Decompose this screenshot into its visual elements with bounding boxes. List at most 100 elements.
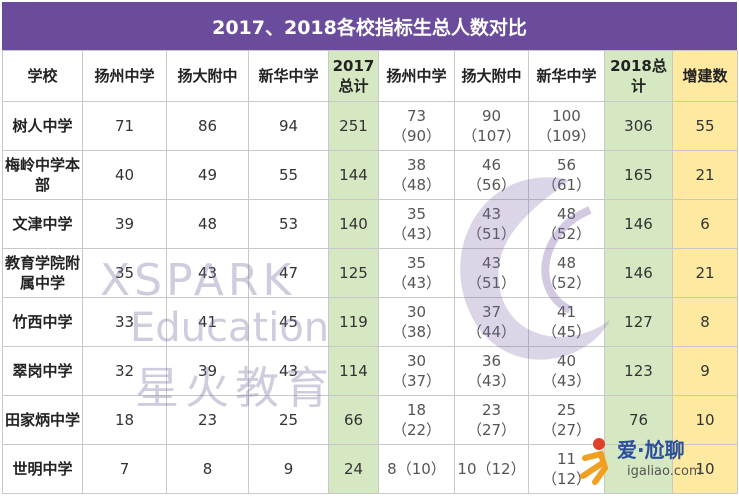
quota-2017-cell: 35 <box>82 248 167 298</box>
total-2017-cell: 66 <box>328 395 379 445</box>
quota-2018-prev: （48） <box>391 176 442 194</box>
school-cell: 树人中学 <box>2 101 83 151</box>
watermark-chinese: 星火教育 <box>135 363 335 414</box>
table-row: 梅岭中学本部 40 49 55 144 38 （48） 46 （56） 56 （61） 165 21 <box>2 150 738 200</box>
header-row: 学校 扬州中学 扬大附中 新华中学 2017总计 扬州中学 扬大附中 新华中学 … <box>2 50 738 102</box>
quota-2017-cell: 53 <box>248 199 329 249</box>
quota-2018-cell: 43 （51） <box>454 199 529 249</box>
quota-2018-cell: 43 （51） <box>454 248 529 298</box>
header-yz-2017: 扬州中学 <box>82 50 167 102</box>
quota-2018-cell: 35 （43） <box>378 199 455 249</box>
quota-2018-prev: （38） <box>391 323 442 341</box>
school-cell: 竹西中学 <box>2 297 83 347</box>
quota-2018-cell: 41 （45） <box>528 297 605 347</box>
table-row: 树人中学 71 86 94 251 73 （90） 90 （107） 100 （109） 306 55 <box>2 101 738 151</box>
quota-2018-cell: 25 （27） <box>528 395 605 445</box>
quota-2018-cell: 35 （43） <box>378 248 455 298</box>
quota-2018-prev: （90） <box>391 127 442 145</box>
header-total-2018: 2018总计 <box>604 50 673 102</box>
quota-2018-value: 48 <box>556 205 577 223</box>
quota-2018-cell: 30 （38） <box>378 297 455 347</box>
quota-2017-cell: 86 <box>166 101 249 151</box>
quota-2018-value: 56 <box>556 156 577 174</box>
header-school: 学校 <box>2 50 83 102</box>
total-2018-cell: 306 <box>604 101 673 151</box>
brand-badge: 爱·尬聊 igaliao.com <box>575 432 735 494</box>
header-yz-2018: 扬州中学 <box>378 50 455 102</box>
table-row: 文津中学 39 48 53 140 35 （43） 43 （51） 48 （52） 146 6 <box>2 199 738 249</box>
quota-2018-prev: （12） <box>541 470 592 488</box>
quota-2018-cell: 37 （44） <box>454 297 529 347</box>
quota-2018-value: 40 <box>556 352 577 370</box>
total-2018-cell: 165 <box>604 150 673 200</box>
total-2018-cell: 123 <box>604 346 673 396</box>
total-2017-cell: 251 <box>328 101 379 151</box>
table-row: 翠岗中学 32 39 43 114 30 （37） 36 （43） 40 （43） 123 9 <box>2 346 738 396</box>
quota-2018-cell: 56 （61） <box>528 150 605 200</box>
quota-2018-prev: （45） <box>541 323 592 341</box>
quota-2018-value: 38 <box>406 156 427 174</box>
quota-2018-cell: 100 （109） <box>528 101 605 151</box>
quota-2017-cell: 23 <box>166 395 249 445</box>
brand-url: igaliao.com <box>627 464 702 479</box>
total-2017-cell: 125 <box>328 248 379 298</box>
watermark-education: Education <box>130 305 330 351</box>
quota-2018-value: 43 <box>481 205 502 223</box>
table-row: 田家炳中学 18 23 25 66 18 （22） 23 （27） 25 （27） 76 10 <box>2 395 738 445</box>
quota-2018-cell: 23 （27） <box>454 395 529 445</box>
school-cell: 田家炳中学 <box>2 395 83 445</box>
quota-2018-prev: （43） <box>541 372 592 390</box>
total-2018-cell: 146 <box>604 199 673 249</box>
school-cell: 梅岭中学本部 <box>2 150 83 200</box>
header-increase: 增建数 <box>672 50 738 102</box>
quota-2018-cell: 73 （90） <box>378 101 455 151</box>
table-body: 树人中学 71 86 94 251 73 （90） 90 （107） 100 （109） 306 55 梅… <box>2 101 738 494</box>
quota-2018-value: 48 <box>556 254 577 272</box>
quota-2018-prev: （107） <box>462 127 521 145</box>
quota-2017-cell: 39 <box>82 199 167 249</box>
increase-cell: 21 <box>672 248 738 298</box>
quota-2017-cell: 39 <box>166 346 249 396</box>
quota-2017-cell: 9 <box>248 444 329 494</box>
increase-cell: 6 <box>672 199 738 249</box>
school-cell: 教育学院附属中学 <box>2 248 83 298</box>
header-ydfz-2018: 扬大附中 <box>454 50 529 102</box>
quota-2018-cell: 8（10） <box>378 444 455 494</box>
quota-2018-cell: 90 （107） <box>454 101 529 151</box>
total-2017-cell: 119 <box>328 297 379 347</box>
table-row: 教育学院附属中学 35 43 47 125 35 （43） 43 （51） 48 （52） 146 21 <box>2 248 738 298</box>
quota-2017-cell: 18 <box>82 395 167 445</box>
quota-2018-prev: （22） <box>391 421 442 439</box>
watermark-xspark: XSPARK <box>100 255 296 306</box>
quota-2018-cell: 18 （22） <box>378 395 455 445</box>
quota-2018-prev: （43） <box>391 225 442 243</box>
quota-2018-prev: （56） <box>466 176 517 194</box>
quota-2018-prev: （27） <box>541 421 592 439</box>
quota-2018-prev: （52） <box>541 225 592 243</box>
quota-2018-cell: 36 （43） <box>454 346 529 396</box>
quota-2018-value: 100 <box>552 107 581 125</box>
quota-2018-value: 30 <box>406 303 427 321</box>
header-ydfz-2017: 扬大附中 <box>166 50 249 102</box>
quota-2018-value: 8（10） <box>387 460 446 478</box>
table-row: 世明中学 7 8 9 24 8（10） 10（12） 11 （12） 10 <box>2 444 738 494</box>
quota-2017-cell: 7 <box>82 444 167 494</box>
quota-2018-prev: （43） <box>466 372 517 390</box>
quota-2018-value: 35 <box>406 254 427 272</box>
quota-2018-value: 10（12） <box>457 460 526 478</box>
quota-2018-prev: （27） <box>466 421 517 439</box>
quota-2018-value: 90 <box>481 107 502 125</box>
quota-2018-value: 35 <box>406 205 427 223</box>
school-cell: 文津中学 <box>2 199 83 249</box>
increase-cell: 10 <box>672 395 738 445</box>
quota-2017-cell: 8 <box>166 444 249 494</box>
quota-2018-cell: 10（12） <box>454 444 529 494</box>
table-row: 竹西中学 33 41 45 119 30 （38） 37 （44） 41 （45） 127 8 <box>2 297 738 347</box>
increase-cell: 55 <box>672 101 738 151</box>
quota-2018-cell: 48 （52） <box>528 248 605 298</box>
quota-2018-value: 18 <box>406 401 427 419</box>
quota-2018-cell: 46 （56） <box>454 150 529 200</box>
total-2017-cell: 24 <box>328 444 379 494</box>
quota-2017-cell: 49 <box>166 150 249 200</box>
quota-2018-value: 37 <box>481 303 502 321</box>
